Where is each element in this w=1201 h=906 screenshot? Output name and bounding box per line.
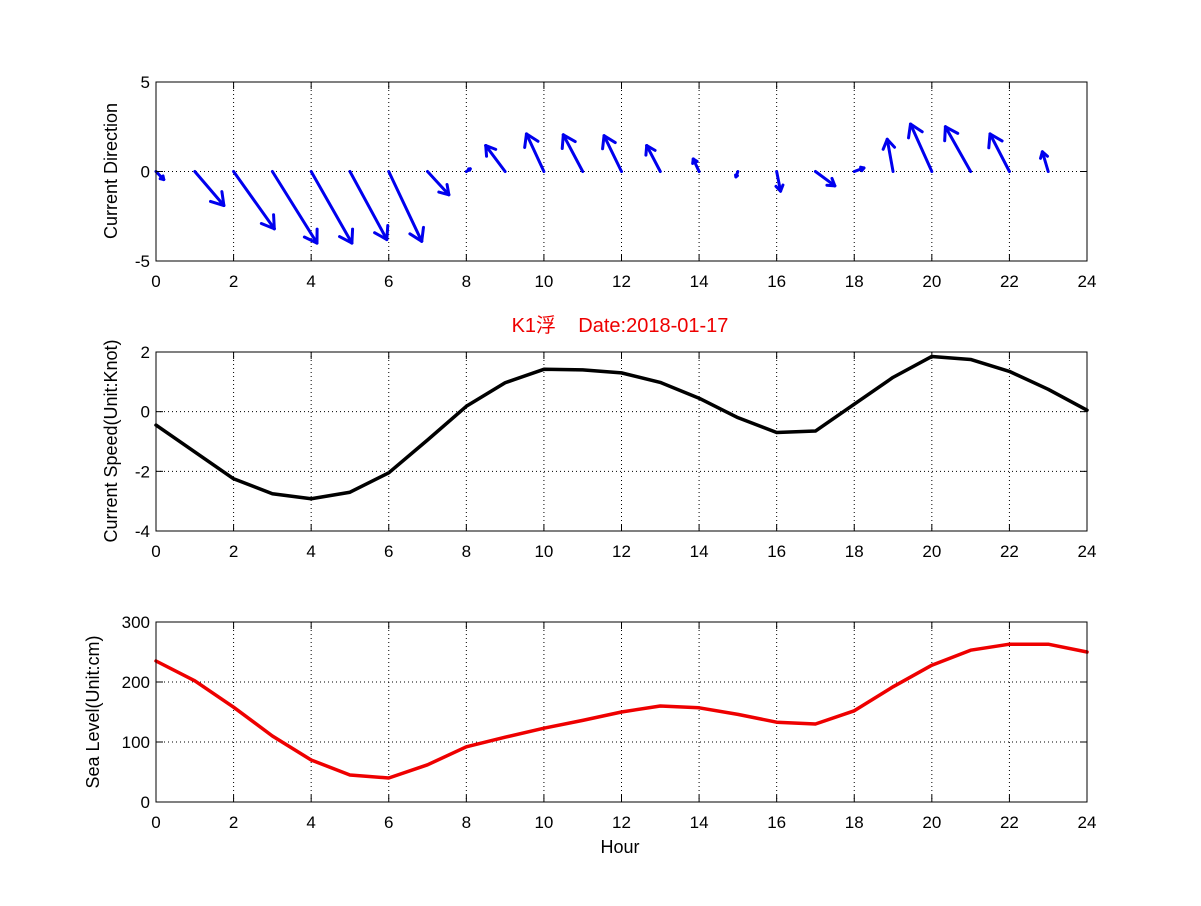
sea-level-x-tick-label: 10	[534, 813, 553, 832]
sea-level-y-tick-label: 200	[122, 673, 150, 692]
current-arrow	[350, 172, 388, 240]
current-arrow	[389, 172, 424, 242]
current-arrow	[466, 169, 470, 172]
sea-level-x-tick-label: 0	[151, 813, 160, 832]
current-arrow	[195, 172, 224, 206]
sea-level-x-tick-label: 6	[384, 813, 393, 832]
sea-level-series-line	[156, 644, 1087, 778]
direction-x-tick-label: 6	[384, 272, 393, 291]
speed-x-tick-label: 2	[229, 542, 238, 561]
sea-level-x-tick-label: 16	[767, 813, 786, 832]
current-arrow	[909, 124, 932, 171]
sea-level-x-tick-label: 4	[306, 813, 315, 832]
direction-x-tick-label: 24	[1078, 272, 1097, 291]
direction-x-tick-label: 12	[612, 272, 631, 291]
speed-x-tick-label: 8	[462, 542, 471, 561]
current-arrow	[945, 127, 971, 172]
current-arrow	[776, 172, 783, 192]
direction-x-tick-label: 14	[690, 272, 709, 291]
sea-level-x-tick-label: 18	[845, 813, 864, 832]
direction-y-tick-label: 5	[141, 73, 150, 92]
current-arrow	[989, 134, 1010, 172]
speed-x-tick-label: 16	[767, 542, 786, 561]
direction-x-tick-label: 16	[767, 272, 786, 291]
current-arrow	[428, 172, 449, 195]
speed-x-tick-label: 0	[151, 542, 160, 561]
sea-level-x-axis-label: Hour	[600, 837, 639, 857]
current-arrow	[854, 167, 864, 171]
speed-x-tick-label: 20	[922, 542, 941, 561]
sea-level-x-tick-label: 14	[690, 813, 709, 832]
speed-x-tick-label: 22	[1000, 542, 1019, 561]
current-arrow	[234, 172, 275, 229]
sea-level-y-tick-label: 0	[141, 793, 150, 812]
speed-y-tick-label: 2	[141, 343, 150, 362]
speed-x-tick-label: 12	[612, 542, 631, 561]
direction-x-tick-label: 20	[922, 272, 941, 291]
speed-y-tick-label: -4	[135, 522, 150, 541]
current-arrow	[883, 139, 894, 171]
direction-y-tick-label: -5	[135, 252, 150, 271]
speed-x-tick-label: 4	[306, 542, 315, 561]
current-arrow	[486, 146, 505, 172]
current-arrow	[646, 146, 660, 172]
direction-x-tick-label: 0	[151, 272, 160, 291]
direction-x-tick-label: 22	[1000, 272, 1019, 291]
speed-y-axis-label: Current Speed(Unit:Knot)	[101, 339, 121, 542]
direction-x-tick-label: 8	[462, 272, 471, 291]
speed-y-tick-label: -2	[135, 462, 150, 481]
speed-x-tick-label: 10	[534, 542, 553, 561]
current-arrow	[736, 172, 738, 177]
sea-level-x-tick-label: 22	[1000, 813, 1019, 832]
current-arrow	[693, 159, 699, 172]
figure-title: K1浮 Date:2018-01-17	[512, 314, 729, 337]
current-arrow	[272, 172, 317, 244]
sea-level-x-tick-label: 20	[922, 813, 941, 832]
speed-x-tick-label: 14	[690, 542, 709, 561]
sea-level-x-tick-label: 12	[612, 813, 631, 832]
speed-x-tick-label: 6	[384, 542, 393, 561]
current-arrow	[525, 134, 544, 172]
current-arrow	[815, 172, 834, 186]
current-arrow	[156, 172, 164, 180]
direction-y-tick-label: 0	[141, 163, 150, 182]
direction-x-tick-label: 18	[845, 272, 864, 291]
sea-level-y-axis-label: Sea Level(Unit:cm)	[83, 635, 103, 788]
current-arrow	[603, 136, 622, 172]
sea-level-y-tick-label: 100	[122, 733, 150, 752]
direction-x-tick-label: 2	[229, 272, 238, 291]
speed-x-tick-label: 24	[1078, 542, 1097, 561]
direction-x-tick-label: 10	[534, 272, 553, 291]
speed-y-tick-label: 0	[141, 403, 150, 422]
current-arrow	[1041, 152, 1049, 172]
direction-x-tick-label: 4	[306, 272, 315, 291]
sea-level-x-tick-label: 2	[229, 813, 238, 832]
current-arrow	[562, 135, 582, 172]
sea-level-y-tick-label: 300	[122, 613, 150, 632]
speed-x-tick-label: 18	[845, 542, 864, 561]
speed-series-line	[156, 356, 1087, 498]
sea-level-x-tick-label: 8	[462, 813, 471, 832]
sea-level-x-tick-label: 24	[1078, 813, 1097, 832]
direction-y-axis-label: Current Direction	[101, 103, 121, 239]
